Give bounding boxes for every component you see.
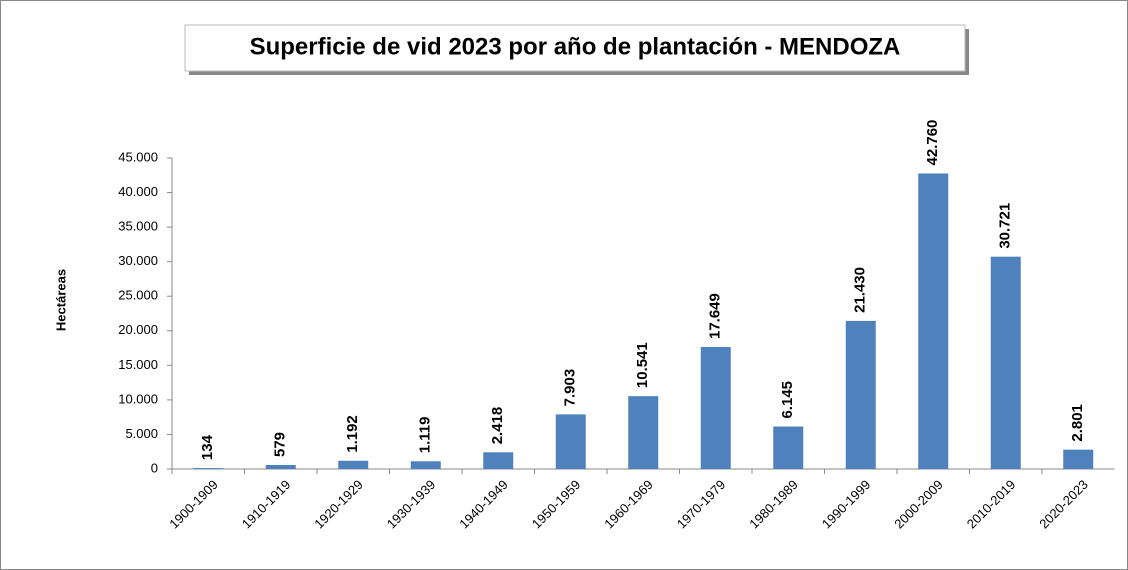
bar: [193, 468, 224, 469]
value-label: 17.649: [707, 293, 724, 339]
y-tick-label: 35.000: [118, 219, 158, 234]
bar: [700, 347, 731, 469]
value-label: 2.418: [489, 407, 506, 445]
chart-title: Superficie de vid 2023 por año de planta…: [250, 33, 901, 60]
y-tick-label: 20.000: [118, 322, 158, 337]
value-label: 42.760: [924, 120, 941, 166]
value-label: 10.541: [634, 342, 651, 388]
bar: [628, 396, 659, 469]
y-tick-label: 10.000: [118, 391, 158, 406]
y-tick-label: 40.000: [118, 184, 158, 199]
title-box: [184, 24, 966, 72]
value-label: 1.192: [344, 415, 361, 453]
bar: [1063, 449, 1094, 469]
value-label: 30.721: [997, 203, 1014, 249]
value-label: 7.903: [562, 369, 579, 407]
bar: [773, 426, 804, 469]
value-label: 1.119: [417, 417, 434, 454]
bar: [265, 464, 296, 469]
y-tick-label: 30.000: [118, 253, 158, 268]
y-tick-label: 15.000: [118, 357, 158, 372]
bar: [555, 414, 586, 469]
bar: [918, 173, 949, 469]
value-label: 6.145: [779, 381, 796, 419]
y-tick-label: 25.000: [118, 288, 158, 303]
y-tick-label: 5.000: [125, 426, 158, 441]
value-label: 579: [272, 432, 289, 457]
value-label: 2.801: [1069, 404, 1086, 442]
bar: [845, 320, 876, 469]
y-tick-label: 0: [151, 460, 158, 475]
bar: [410, 461, 441, 469]
bar: [990, 256, 1021, 469]
y-tick-label: 45.000: [118, 149, 158, 164]
y-axis-label: Hectáreas: [53, 269, 68, 331]
bar: [338, 460, 369, 469]
bar: [483, 452, 514, 469]
value-label: 134: [199, 434, 216, 460]
value-label: 21.430: [852, 267, 869, 313]
